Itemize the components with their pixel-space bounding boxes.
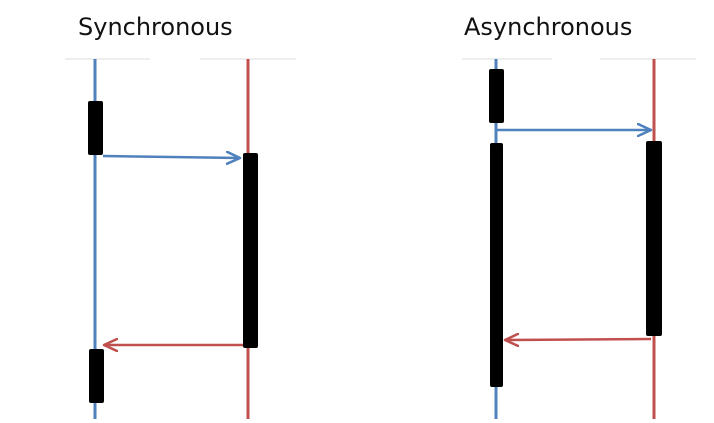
sync-callee-activation <box>243 153 258 348</box>
asynchronous-diagram <box>489 59 662 419</box>
synchronous-title: Synchronous <box>78 13 233 41</box>
async-response-arrow <box>505 339 652 340</box>
asynchronous-title: Asynchronous <box>464 13 633 41</box>
async-callee-activation <box>646 141 662 336</box>
sync-caller-activation-1 <box>88 101 103 155</box>
sync-request-arrow <box>102 156 240 158</box>
sync-caller-activation-2 <box>89 349 104 403</box>
async-caller-activation-2 <box>490 143 503 387</box>
async-caller-activation-1 <box>489 69 504 123</box>
synchronous-diagram <box>88 59 258 419</box>
